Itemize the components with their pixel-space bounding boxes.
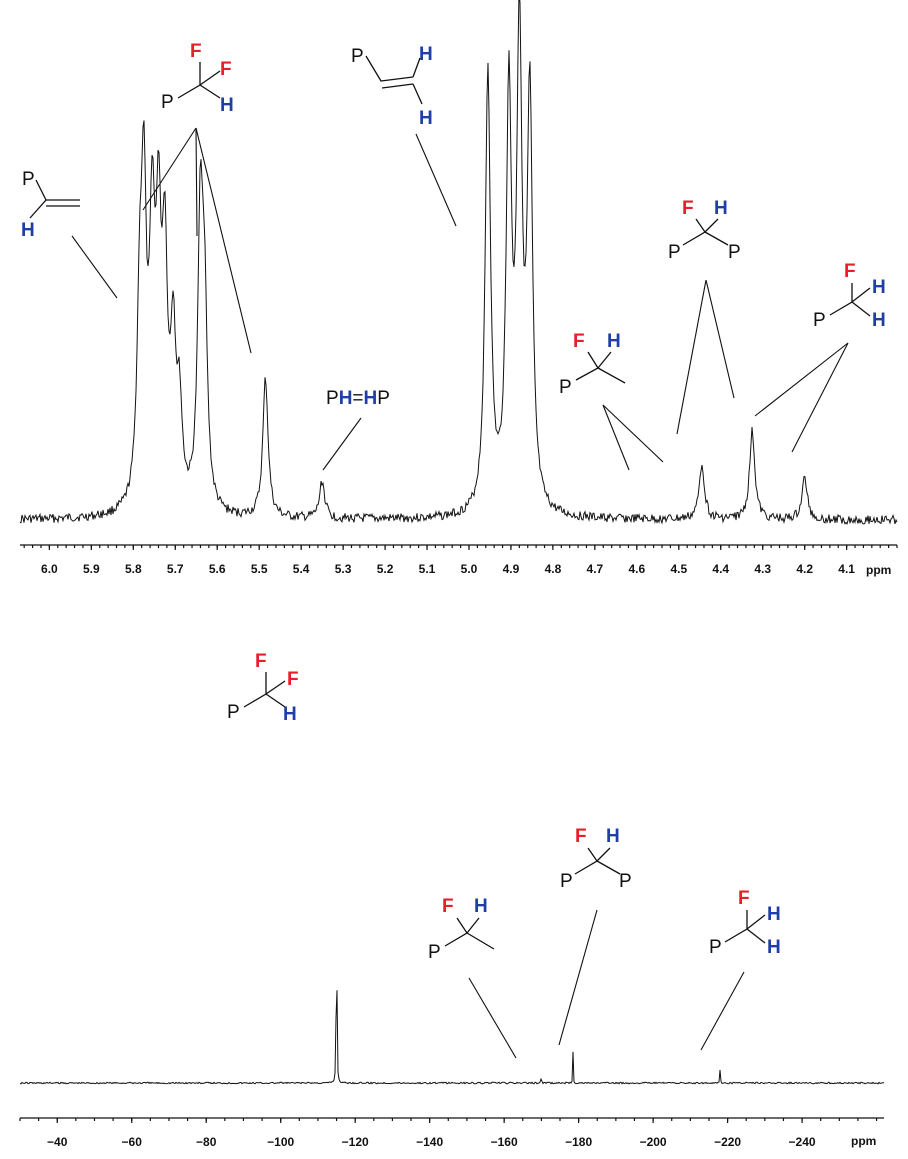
atom-p: P	[22, 169, 35, 190]
x-tick-label: 4.6	[628, 562, 645, 576]
atom-f: F	[682, 198, 694, 219]
atom-p: P	[728, 242, 741, 263]
structure-pchfp-top: F H P P	[668, 198, 741, 435]
atom-p: P	[813, 310, 826, 331]
atom-p: P	[351, 46, 364, 67]
x-tick-label: 6.0	[41, 562, 58, 576]
atom-p: P	[428, 942, 441, 963]
atom-h: H	[872, 277, 886, 298]
x-tick-label: −40	[47, 1135, 68, 1149]
atom-p: P	[377, 388, 390, 409]
atom-f: F	[575, 826, 587, 847]
x-tick-label: 5.7	[167, 562, 184, 576]
x-tick-label: 5.2	[377, 562, 394, 576]
fluorine-spectrum-trace	[19, 990, 885, 1085]
fluorine-spectrum-panel: −40 −60 −80 −100 −120 −140 −160 −180 −200 −220 −24…	[19, 990, 885, 1149]
x-tick-label: −120	[342, 1135, 369, 1149]
atom-h: H	[767, 904, 781, 925]
proton-spectrum-panel: 6.0 5.9 5.8 5.7 5.6 5.5 5.4 5.3 5.2 5.1 5.0 4.9 4.8 4…	[19, 0, 898, 577]
atom-f: F	[287, 669, 299, 690]
fluorine-x-axis-label: ppm	[851, 1134, 876, 1148]
atom-h: H	[767, 937, 781, 958]
atom-h: H	[714, 198, 728, 219]
x-tick-label: 5.6	[209, 562, 226, 576]
atom-p: P	[227, 702, 240, 723]
structure-pchf-methyl-top: F H P	[559, 331, 664, 471]
atom-p: P	[559, 377, 572, 398]
x-tick-label: −240	[789, 1135, 816, 1149]
structure-vinyl-ch: P H	[21, 169, 118, 299]
x-tick-label: −100	[267, 1135, 294, 1149]
structure-pcf2h-bottom: F F P H	[227, 651, 299, 725]
atom-p: P	[619, 871, 632, 892]
atom-f: F	[738, 888, 750, 909]
atom-f: F	[573, 331, 585, 352]
x-tick-label: 4.9	[503, 562, 520, 576]
x-tick-label: 4.7	[587, 562, 604, 576]
x-tick-label: 4.2	[796, 562, 813, 576]
atom-h: H	[607, 331, 621, 352]
atom-p: P	[709, 937, 722, 958]
atom-f: F	[190, 41, 202, 62]
x-tick-label: 5.5	[251, 562, 268, 576]
atom-h: H	[364, 388, 378, 409]
x-tick-label: 4.1	[838, 562, 855, 576]
atom-h: H	[220, 95, 234, 116]
x-tick-label: 5.8	[125, 562, 142, 576]
x-tick-label: 5.0	[461, 562, 478, 576]
proton-spectrum-trace	[19, 0, 898, 526]
atom-f: F	[442, 896, 454, 917]
atom-f: F	[255, 651, 267, 672]
x-tick-label: −180	[565, 1135, 592, 1149]
x-tick-label: 4.3	[754, 562, 771, 576]
atom-p: P	[161, 92, 174, 113]
x-tick-label: −60	[122, 1135, 143, 1149]
structure-pchfp-bottom: F H P P	[558, 826, 632, 1046]
structure-vinyl-ch2: P H H	[351, 44, 457, 227]
atom-h: H	[419, 108, 433, 129]
structure-pch2f-bottom: F H P H	[700, 888, 781, 1051]
structure-phhp: PH=HP	[322, 388, 390, 471]
x-tick-label: 4.4	[712, 562, 729, 576]
structure-pchf-methyl-bottom: F H P	[428, 896, 517, 1059]
x-tick-label: 4.5	[670, 562, 687, 576]
x-tick-label: −220	[714, 1135, 741, 1149]
proton-x-ticks: 6.0 5.9 5.8 5.7 5.6 5.5 5.4 5.3 5.2 5.1 5.0 4.9 4.8 4…	[23, 545, 898, 576]
atom-f: F	[220, 59, 232, 80]
x-tick-label: 4.8	[545, 562, 562, 576]
fluorine-x-ticks: −40 −60 −80 −100 −120 −140 −160 −180 −200 −220 −24…	[19, 1118, 878, 1149]
x-tick-label: −80	[196, 1135, 217, 1149]
atom-h: H	[339, 388, 353, 409]
structure-pch2f-top: F H P H	[754, 261, 886, 453]
x-tick-label: 5.1	[419, 562, 436, 576]
x-tick-label: −160	[491, 1135, 518, 1149]
atom-h: H	[872, 310, 886, 331]
atom-h: H	[21, 220, 35, 241]
x-tick-label: 5.3	[335, 562, 352, 576]
x-tick-label: −140	[416, 1135, 443, 1149]
atom-p: P	[560, 871, 573, 892]
x-tick-label: 5.4	[293, 562, 310, 576]
structure-pcf2h-top: F F P H	[142, 41, 252, 354]
atom-h: H	[419, 44, 433, 65]
atom-p: P	[326, 388, 339, 409]
atom-h: H	[474, 896, 488, 917]
atom-p: P	[668, 242, 681, 263]
x-tick-label: 5.9	[83, 562, 100, 576]
atom-h: H	[283, 704, 297, 725]
x-tick-label: −200	[640, 1135, 667, 1149]
proton-x-axis-label: ppm	[866, 563, 891, 577]
double-bond: =	[352, 388, 363, 409]
svg-text:PH=HP: PH=HP	[326, 388, 390, 409]
atom-h: H	[606, 826, 620, 847]
atom-f: F	[844, 261, 856, 282]
